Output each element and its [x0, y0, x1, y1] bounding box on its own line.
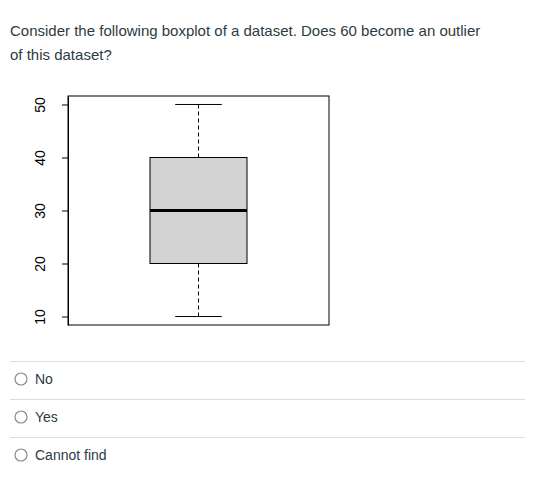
separator	[10, 361, 525, 362]
plot-frame	[68, 96, 329, 325]
box	[150, 157, 247, 263]
box-group	[150, 104, 247, 316]
tick: 40	[32, 150, 68, 166]
option-label[interactable]: Cannot find	[35, 447, 107, 463]
tick-label: 10	[32, 309, 48, 325]
radio-button[interactable]	[15, 411, 27, 423]
radio-button[interactable]	[15, 449, 27, 461]
tick-label: 40	[32, 150, 48, 166]
whisker-upper	[198, 104, 199, 157]
whisker-lower	[198, 264, 199, 317]
question-text: of this dataset?	[10, 46, 112, 63]
tick: 10	[32, 309, 68, 325]
whisker-cap-lower	[175, 316, 222, 317]
option-label[interactable]: No	[35, 371, 53, 387]
question-text: Consider the following boxplot of a data…	[10, 22, 480, 39]
tick-mark	[62, 264, 68, 265]
tick-label: 20	[32, 256, 48, 272]
tick-label: 50	[32, 97, 48, 113]
tick-label: 30	[32, 203, 48, 219]
tick: 50	[32, 97, 68, 113]
radio-button[interactable]	[15, 373, 27, 385]
whisker-cap-upper	[175, 104, 222, 105]
y-axis: 10 20 30 40 50	[32, 97, 69, 326]
option-label[interactable]: Yes	[35, 409, 58, 425]
separator	[10, 399, 525, 400]
tick-mark	[62, 211, 68, 212]
median	[150, 209, 247, 212]
boxes	[150, 104, 247, 316]
tick-mark	[62, 104, 68, 105]
tick-mark	[62, 157, 68, 158]
tick-mark	[62, 317, 68, 318]
separator	[10, 437, 525, 438]
tick: 30	[32, 203, 68, 219]
tick: 20	[32, 256, 68, 272]
